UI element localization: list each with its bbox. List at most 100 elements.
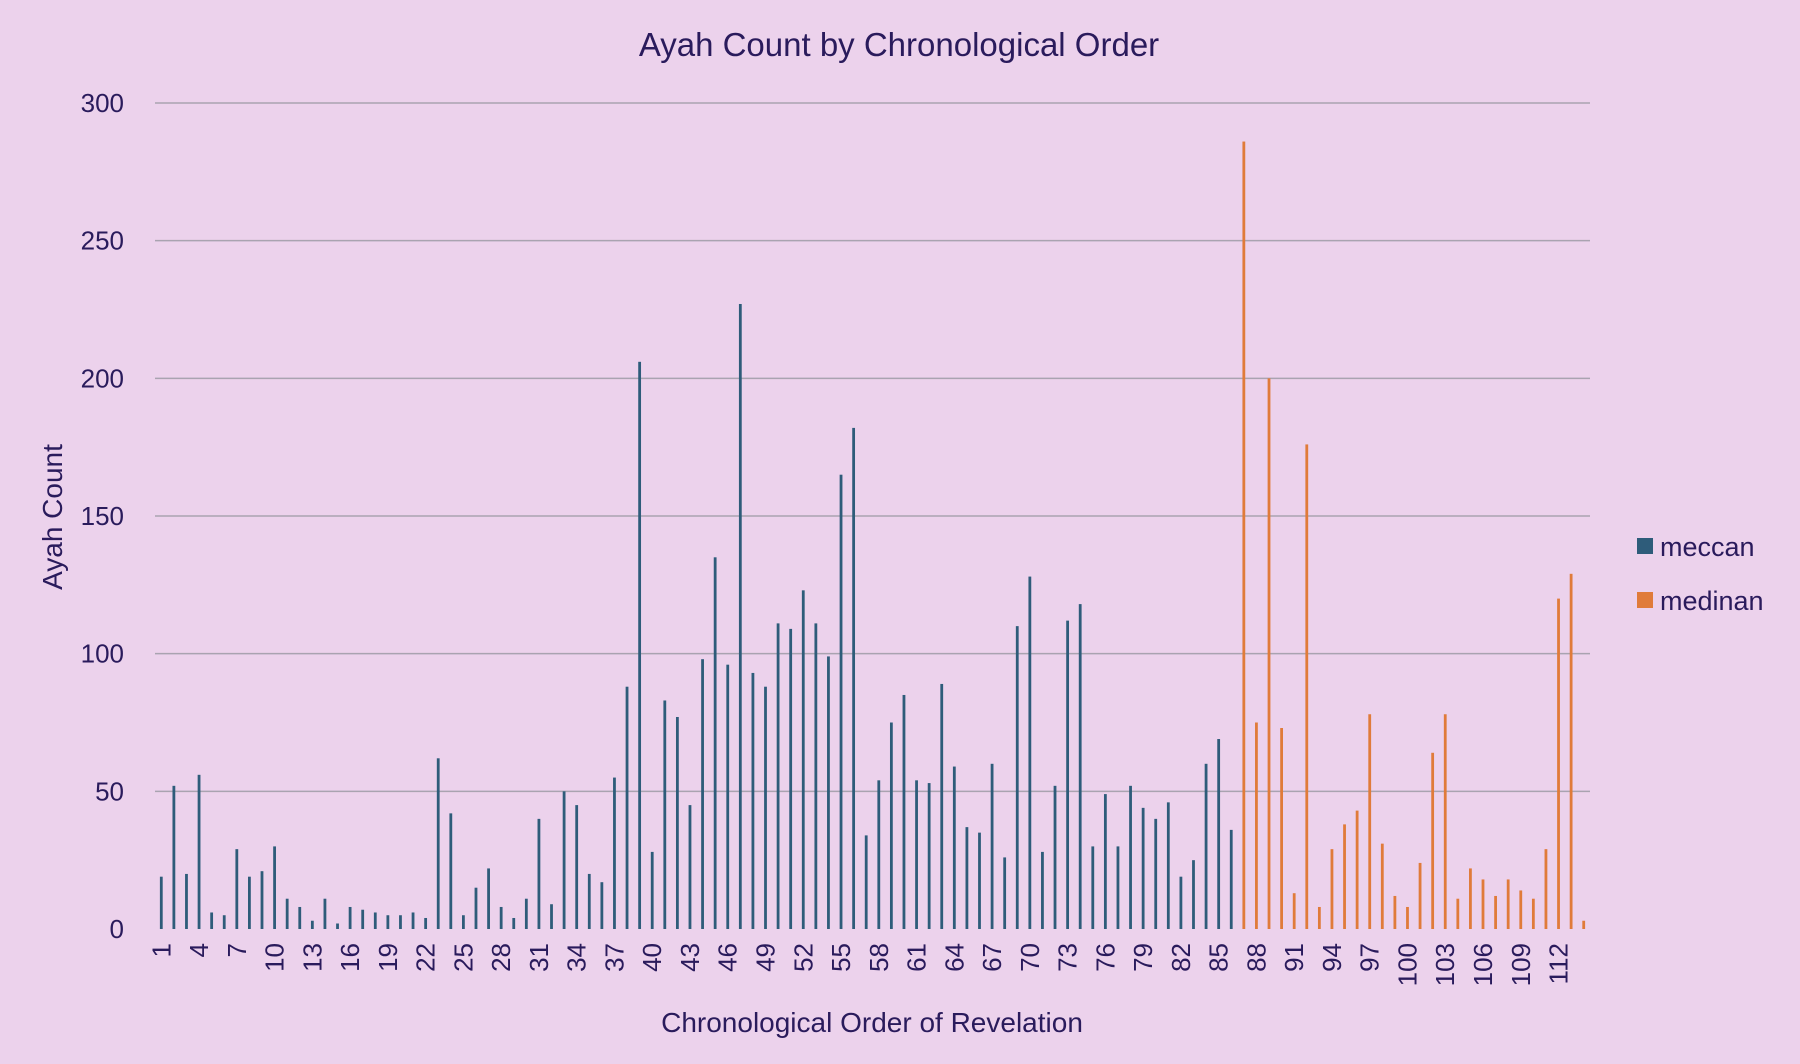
bar-meccan-77 xyxy=(1116,846,1120,929)
bar-meccan-42 xyxy=(675,716,679,929)
bar-meccan-69 xyxy=(1015,626,1019,929)
bar-meccan-9 xyxy=(260,871,264,929)
bar-medinan-95 xyxy=(1343,824,1346,929)
bar-meccan-21 xyxy=(411,912,415,929)
y-tick-label: 200 xyxy=(81,363,124,393)
bar-meccan-20 xyxy=(399,915,402,929)
bar-meccan-38 xyxy=(625,686,629,929)
bar-meccan-60 xyxy=(902,694,906,929)
bar-meccan-22 xyxy=(424,917,428,929)
bar-meccan-65 xyxy=(965,827,969,929)
x-tick-label: 97 xyxy=(1355,943,1385,972)
bar-meccan-15 xyxy=(336,923,339,929)
x-axis-ticks: 1 4 7 10 13 16 19 22 25 28 31 34 37 40 43 46 49 52 55 58 61 6… xyxy=(146,943,1573,986)
bar-meccan-2 xyxy=(172,785,176,929)
bar-medinan-92 xyxy=(1305,444,1309,929)
bar-meccan-32 xyxy=(550,904,553,929)
bar-meccan-41 xyxy=(663,700,667,929)
x-tick-label: 16 xyxy=(335,943,365,972)
bar-meccan-39 xyxy=(638,361,642,929)
bar-meccan-1 xyxy=(159,876,163,929)
bar-meccan-58 xyxy=(877,780,881,929)
bar-meccan-75 xyxy=(1091,846,1095,929)
y-tick-label: 300 xyxy=(81,88,124,118)
bar-meccan-51 xyxy=(789,628,793,929)
x-tick-label: 37 xyxy=(599,943,629,972)
bar-meccan-46 xyxy=(726,664,730,929)
bar-medinan-102 xyxy=(1431,752,1435,929)
bar-meccan-34 xyxy=(575,805,579,929)
bar-meccan-54 xyxy=(827,656,830,929)
bar-meccan-12 xyxy=(298,906,302,929)
x-tick-label: 73 xyxy=(1053,943,1083,972)
bar-medinan-114 xyxy=(1582,920,1586,929)
bar-meccan-36 xyxy=(600,882,604,929)
x-tick-label: 79 xyxy=(1128,943,1158,972)
bar-meccan-80 xyxy=(1154,818,1158,929)
x-tick-label: 40 xyxy=(637,943,667,972)
y-tick-label: 0 xyxy=(110,914,124,944)
bar-meccan-35 xyxy=(587,873,591,929)
bar-medinan-103 xyxy=(1443,714,1447,929)
bar-meccan-30 xyxy=(524,898,528,929)
bar-medinan-93 xyxy=(1317,906,1321,929)
bar-meccan-74 xyxy=(1078,604,1082,929)
y-tick-label: 50 xyxy=(95,776,124,806)
bar-meccan-28 xyxy=(499,906,503,929)
bar-meccan-47 xyxy=(738,303,742,929)
bar-meccan-71 xyxy=(1041,851,1044,929)
x-tick-label: 67 xyxy=(977,943,1007,972)
bar-meccan-45 xyxy=(713,557,717,929)
x-tick-label: 31 xyxy=(524,943,554,972)
bar-medinan-89 xyxy=(1267,378,1271,929)
y-tick-label: 250 xyxy=(81,226,124,256)
bar-meccan-18 xyxy=(373,912,377,929)
bar-meccan-70 xyxy=(1028,576,1032,929)
x-tick-label: 88 xyxy=(1241,943,1271,972)
bar-meccan-53 xyxy=(814,623,818,929)
y-axis-ticks: 0 50 100 150 200 250 300 xyxy=(81,88,124,944)
bar-meccan-7 xyxy=(235,849,239,929)
bar-meccan-83 xyxy=(1192,860,1195,929)
bar-medinan-96 xyxy=(1355,810,1359,929)
x-tick-label: 49 xyxy=(751,943,781,972)
x-axis-title: Chronological Order of Revelation xyxy=(661,1007,1083,1038)
bar-medinan-110 xyxy=(1531,898,1535,929)
x-tick-label: 25 xyxy=(448,943,478,972)
bar-medinan-99 xyxy=(1393,895,1397,929)
bar-medinan-112 xyxy=(1557,598,1560,929)
bar-medinan-111 xyxy=(1544,849,1548,929)
bar-meccan-50 xyxy=(776,623,780,929)
bar-meccan-48 xyxy=(751,672,755,929)
x-tick-label: 76 xyxy=(1090,943,1120,972)
bar-meccan-63 xyxy=(940,683,944,929)
bar-meccan-6 xyxy=(222,915,226,929)
x-tick-label: 94 xyxy=(1317,943,1347,972)
x-tick-label: 109 xyxy=(1506,943,1536,986)
bar-meccan-29 xyxy=(512,917,516,929)
bar-meccan-24 xyxy=(449,813,453,929)
bar-meccan-31 xyxy=(537,818,541,929)
bar-medinan-98 xyxy=(1380,843,1384,929)
x-tick-label: 10 xyxy=(260,943,290,972)
bar-meccan-26 xyxy=(474,887,478,929)
bar-meccan-67 xyxy=(990,763,994,929)
x-tick-label: 46 xyxy=(713,943,743,972)
legend-swatch-meccan xyxy=(1637,538,1653,554)
bar-meccan-16 xyxy=(348,906,352,929)
bar-meccan-61 xyxy=(915,780,918,929)
bar-meccan-82 xyxy=(1179,876,1183,929)
bar-medinan-91 xyxy=(1292,893,1296,929)
bar-meccan-25 xyxy=(461,915,465,929)
x-tick-label: 1 xyxy=(146,943,176,957)
bar-meccan-62 xyxy=(927,783,931,929)
y-tick-label: 150 xyxy=(81,501,124,531)
x-tick-label: 34 xyxy=(562,943,592,972)
bar-meccan-5 xyxy=(210,912,214,929)
x-tick-label: 82 xyxy=(1166,943,1196,972)
x-tick-label: 43 xyxy=(675,943,705,972)
chart-title: Ayah Count by Chronological Order xyxy=(639,26,1159,63)
bar-meccan-11 xyxy=(285,898,289,929)
legend: meccan medinan xyxy=(1637,532,1764,616)
